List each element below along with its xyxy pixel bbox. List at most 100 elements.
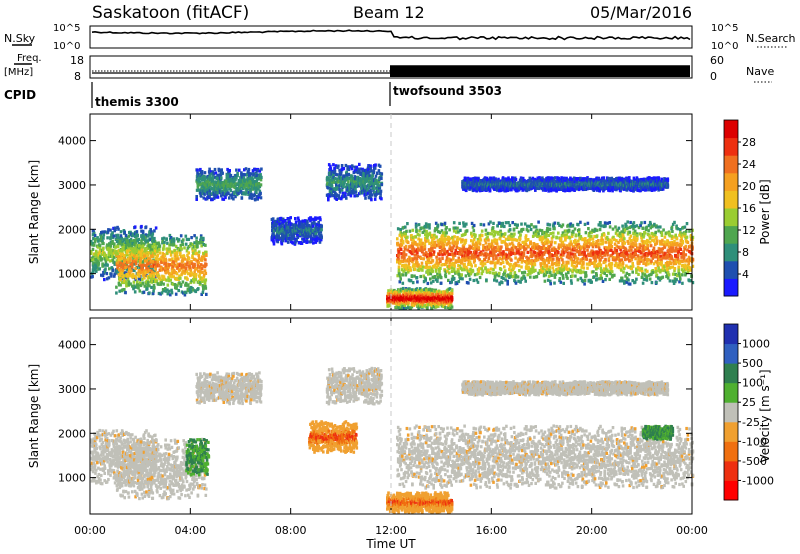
heatmap-cell [158,275,161,279]
heatmap-cell [103,278,106,282]
heatmap-cell [364,196,367,200]
heatmap-cell [438,270,441,274]
heatmap-cell [367,164,371,168]
heatmap-cell [137,277,141,281]
heatmap-cell [517,264,521,268]
heatmap-cell [197,188,200,192]
heatmap-cell [250,185,254,189]
heatmap-cell [125,263,129,267]
heatmap-cell [534,269,537,273]
heatmap-cell [121,252,124,256]
heatmap-cell [549,232,552,236]
heatmap-cell [91,247,95,251]
heatmap-cell [249,172,253,176]
heatmap-cell [476,280,480,284]
heatmap-cell [116,261,119,265]
heatmap-cell [170,291,174,295]
heatmap-cell [185,270,189,274]
heatmap-cell [424,266,427,270]
heatmap-cell [347,172,351,176]
heatmap-cell [187,237,190,241]
heatmap-cell [92,236,95,241]
heatmap-cell [133,225,137,229]
heatmap-cell [240,196,244,200]
heatmap-cell [567,260,570,264]
heatmap-cell [477,246,481,250]
heatmap-cell [152,289,155,293]
heatmap-cell [239,188,242,192]
heatmap-cell [372,189,375,193]
heatmap-cell [233,180,236,184]
heatmap-cell [252,173,255,177]
heatmap-cell [208,174,212,178]
heatmap-cell [172,243,176,247]
heatmap-cell [337,164,340,168]
heatmap-cell [211,197,214,202]
heatmap-cell [227,180,231,184]
heatmap-cell [153,253,157,257]
heatmap-cell [186,277,189,281]
heatmap-cell [175,272,179,276]
heatmap-cell [123,256,126,260]
heatmap-cell [370,198,373,202]
heatmap-cell [243,185,246,189]
heatmap-cell [114,250,117,255]
heatmap-cell [97,239,100,243]
heatmap-cell [162,267,165,271]
heatmap-cell [328,189,332,194]
heatmap-cell [245,183,248,188]
heatmap-cell [216,191,219,195]
heatmap-cell [396,237,399,241]
heatmap-cell [450,292,454,296]
heatmap-cell [520,265,523,269]
heatmap-cell [144,271,148,275]
heatmap-cell [128,242,132,246]
heatmap-cell [416,254,420,259]
heatmap-cell [200,170,204,174]
heatmap-cell [503,224,506,229]
heatmap-cell [334,191,337,195]
heatmap-cell [141,260,145,264]
heatmap-cell [130,239,133,243]
heatmap-cell [191,247,194,251]
heatmap-cell [110,272,113,276]
heatmap-cell [156,260,160,264]
heatmap-cell [416,280,419,284]
heatmap-cell [118,236,121,240]
heatmap-cell [368,170,371,174]
heatmap-cell [372,169,376,173]
heatmap-cell [93,261,96,265]
heatmap-cell [149,252,153,256]
heatmap-cell [97,259,100,263]
heatmap-cell [141,256,145,260]
date-title: 05/Mar/2016 [590,3,692,22]
heatmap-cell [133,247,136,251]
heatmap-cell [439,266,442,270]
heatmap-cell [142,233,145,238]
heatmap-cell [448,241,451,245]
heatmap-cell [170,288,173,292]
heatmap-cell [167,250,171,254]
heatmap-cell [137,252,141,256]
heatmap-cell [126,274,130,278]
heatmap-cell [551,266,555,270]
heatmap-cell [197,172,200,176]
heatmap-cell [150,285,153,289]
heatmap-cell [119,283,122,287]
heatmap-cell [97,261,101,265]
heatmap-cell [200,267,204,271]
heatmap-cell [146,246,150,250]
heatmap-cell [374,163,377,167]
heatmap-cell [356,193,359,198]
heatmap-cell [472,229,476,233]
heatmap-cell [177,238,181,242]
heatmap-cell [419,238,423,242]
heatmap-cell [230,182,234,186]
heatmap-cell [257,187,260,191]
heatmap-cell [380,176,383,181]
heatmap-cell [204,258,207,262]
heatmap-cell [179,284,183,288]
heatmap-cell [131,242,134,246]
heatmap-cell [561,240,565,244]
heatmap-cell [133,243,136,247]
